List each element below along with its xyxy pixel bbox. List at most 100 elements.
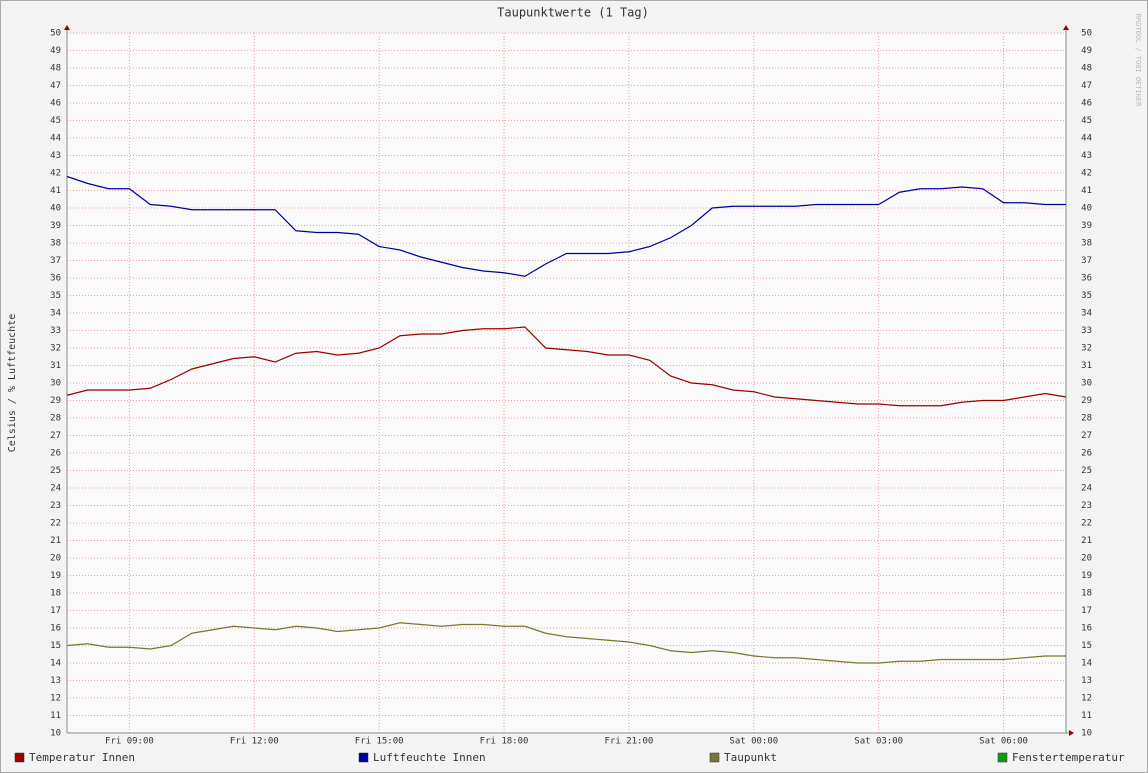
y2-tick-label: 16 xyxy=(1081,624,1092,634)
y-tick-label: 23 xyxy=(50,501,61,511)
y2-tick-label: 20 xyxy=(1081,554,1092,564)
y2-tick-label: 26 xyxy=(1081,449,1092,459)
y-tick-label: 18 xyxy=(50,589,61,599)
y2-tick-label: 43 xyxy=(1081,151,1092,161)
y-tick-label: 21 xyxy=(50,536,61,546)
y2-tick-label: 25 xyxy=(1081,466,1092,476)
y2-tick-label: 13 xyxy=(1081,676,1092,686)
y-tick-label: 40 xyxy=(50,204,61,214)
y2-tick-label: 22 xyxy=(1081,519,1092,529)
y2-tick-label: 27 xyxy=(1081,431,1092,441)
y-tick-label: 12 xyxy=(50,694,61,704)
y2-tick-label: 11 xyxy=(1081,711,1092,721)
y-tick-label: 34 xyxy=(50,309,61,319)
y-tick-label: 10 xyxy=(50,729,61,739)
y-tick-label: 49 xyxy=(50,46,61,56)
y-tick-label: 39 xyxy=(50,221,61,231)
y2-tick-label: 12 xyxy=(1081,694,1092,704)
y2-tick-label: 49 xyxy=(1081,46,1092,56)
y-tick-label: 44 xyxy=(50,134,61,144)
y-tick-label: 14 xyxy=(50,659,61,669)
y-tick-label: 19 xyxy=(50,571,61,581)
y-tick-label: 30 xyxy=(50,379,61,389)
y-tick-label: 17 xyxy=(50,606,61,616)
y-tick-label: 50 xyxy=(50,29,61,39)
y2-tick-label: 10 xyxy=(1081,729,1092,739)
y-tick-label: 36 xyxy=(50,274,61,284)
y2-tick-label: 18 xyxy=(1081,589,1092,599)
legend-label: Temperatur Innen xyxy=(29,751,135,764)
x-tick-label: Fri 18:00 xyxy=(480,737,529,747)
y-tick-label: 48 xyxy=(50,64,61,74)
legend-swatch xyxy=(358,752,369,763)
y2-tick-label: 21 xyxy=(1081,536,1092,546)
x-tick-label: Fri 15:00 xyxy=(355,737,404,747)
watermark: RRDTOOL / TOBI OETIKER xyxy=(1134,14,1142,108)
y-tick-label: 28 xyxy=(50,414,61,424)
y2-tick-label: 45 xyxy=(1081,116,1092,126)
y2-tick-label: 42 xyxy=(1081,169,1092,179)
y2-tick-label: 34 xyxy=(1081,309,1092,319)
y2-tick-label: 41 xyxy=(1081,186,1092,196)
y-tick-label: 45 xyxy=(50,116,61,126)
y-tick-label: 25 xyxy=(50,466,61,476)
legend-swatch xyxy=(709,752,720,763)
legend-swatch xyxy=(14,752,25,763)
y-tick-label: 42 xyxy=(50,169,61,179)
y-tick-label: 33 xyxy=(50,326,61,336)
y2-tick-label: 38 xyxy=(1081,239,1092,249)
y2-tick-label: 29 xyxy=(1081,396,1092,406)
y2-tick-label: 32 xyxy=(1081,344,1092,354)
y-tick-label: 35 xyxy=(50,291,61,301)
y2-tick-label: 31 xyxy=(1081,361,1092,371)
y2-tick-label: 33 xyxy=(1081,326,1092,336)
y-tick-label: 47 xyxy=(50,81,61,91)
y2-tick-label: 15 xyxy=(1081,641,1092,651)
x-tick-label: Fri 12:00 xyxy=(230,737,279,747)
y-tick-label: 31 xyxy=(50,361,61,371)
y-tick-label: 20 xyxy=(50,554,61,564)
legend-label: Fenstertemperatur xyxy=(1012,751,1125,764)
y2-tick-label: 40 xyxy=(1081,204,1092,214)
y-tick-label: 41 xyxy=(50,186,61,196)
series-line xyxy=(66,622,1066,664)
y-tick-label: 11 xyxy=(50,711,61,721)
y2-tick-label: 48 xyxy=(1081,64,1092,74)
y2-tick-label: 14 xyxy=(1081,659,1092,669)
y2-tick-label: 28 xyxy=(1081,414,1092,424)
series-line xyxy=(66,326,1067,407)
y2-tick-label: 39 xyxy=(1081,221,1092,231)
y-tick-label: 37 xyxy=(50,256,61,266)
x-tick-label: Fri 21:00 xyxy=(605,737,654,747)
x-tick-label: Sat 06:00 xyxy=(979,737,1028,747)
legend-label: Taupunkt xyxy=(724,751,777,764)
legend-swatch xyxy=(997,752,1008,763)
y2-tick-label: 44 xyxy=(1081,134,1092,144)
x-tick-label: Sat 00:00 xyxy=(729,737,778,747)
y-tick-label: 22 xyxy=(50,519,61,529)
y2-tick-label: 23 xyxy=(1081,501,1092,511)
y-tick-label: 15 xyxy=(50,641,61,651)
chart-title: Taupunktwerte (1 Tag) xyxy=(497,6,649,20)
series-line xyxy=(66,175,1066,277)
y-tick-label: 27 xyxy=(50,431,61,441)
arrow xyxy=(64,25,70,30)
x-tick-label: Fri 09:00 xyxy=(105,737,154,747)
legend-label: Luftfeuchte Innen xyxy=(373,751,486,764)
y-tick-label: 32 xyxy=(50,344,61,354)
y-tick-label: 13 xyxy=(50,676,61,686)
y-tick-label: 26 xyxy=(50,449,61,459)
y2-tick-label: 17 xyxy=(1081,606,1092,616)
y-tick-label: 16 xyxy=(50,624,61,634)
arrow xyxy=(1063,25,1069,30)
y2-tick-label: 30 xyxy=(1081,379,1092,389)
y2-tick-label: 19 xyxy=(1081,571,1092,581)
arrow xyxy=(1069,730,1074,736)
y2-tick-label: 50 xyxy=(1081,29,1092,39)
y-tick-label: 46 xyxy=(50,99,61,109)
y2-tick-label: 24 xyxy=(1081,484,1092,494)
y2-tick-label: 46 xyxy=(1081,99,1092,109)
y-axis-label: Celsius / % Luftfeuchte xyxy=(7,314,18,452)
y2-tick-label: 36 xyxy=(1081,274,1092,284)
